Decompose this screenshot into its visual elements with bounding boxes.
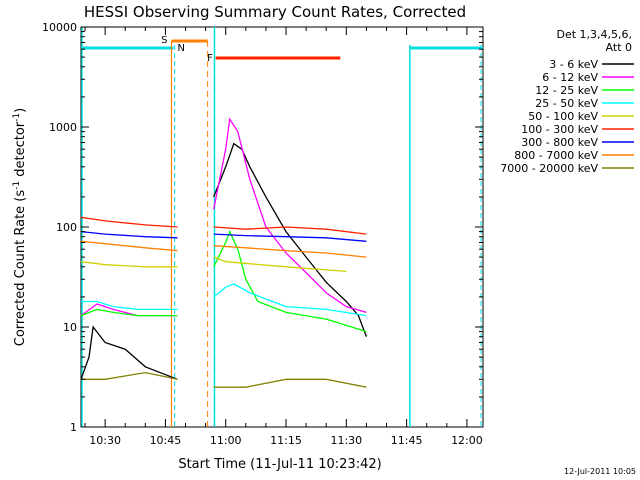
legend-header: Det 1,3,4,5,6, bbox=[556, 28, 632, 41]
y-axis-label-main: Corrected Count Rate (s bbox=[13, 190, 28, 347]
y-tick-label: 100 bbox=[56, 221, 77, 234]
series-line bbox=[213, 233, 367, 242]
saa-label: S bbox=[161, 35, 167, 46]
series-line bbox=[213, 378, 367, 388]
night-label: N bbox=[177, 43, 184, 54]
legend-label: 25 - 50 keV bbox=[535, 97, 598, 110]
legend-label: 3 - 6 keV bbox=[549, 58, 598, 71]
series-layer bbox=[80, 117, 368, 388]
instrument-bands: SN F bbox=[81, 27, 483, 427]
series-line bbox=[80, 261, 178, 268]
legend-label: 12 - 25 keV bbox=[535, 84, 598, 97]
x-tick-label: 10:45 bbox=[150, 434, 182, 447]
series-line bbox=[80, 325, 178, 380]
y-axis-label-sup2: -1 bbox=[12, 113, 22, 122]
x-axis-label: Start Time (11-Jul-11 10:23:42) bbox=[178, 457, 381, 472]
y-tick-label: 10000 bbox=[42, 21, 77, 34]
x-tick-label: 12:00 bbox=[451, 434, 483, 447]
legend-label: 800 - 7000 keV bbox=[514, 149, 598, 162]
legend-label: 7000 - 20000 keV bbox=[500, 162, 598, 175]
y-axis: 1 10 100 1000 10000 bbox=[42, 21, 483, 434]
x-tick-label: 11:30 bbox=[330, 434, 362, 447]
series-line bbox=[213, 142, 368, 337]
y-tick-label: 10 bbox=[63, 321, 77, 334]
legend-label: 50 - 100 keV bbox=[528, 110, 598, 123]
legend-label: 300 - 800 keV bbox=[521, 136, 598, 149]
x-tick-label: 11:45 bbox=[391, 434, 423, 447]
series-line bbox=[80, 216, 178, 228]
timestamp: 12-Jul-2011 10:05 bbox=[564, 467, 636, 476]
series-line bbox=[213, 256, 347, 273]
chart-title: HESSI Observing Summary Count Rates, Cor… bbox=[84, 3, 466, 21]
series-line bbox=[213, 117, 367, 314]
series-line bbox=[213, 226, 367, 235]
plot-area: SN F bbox=[80, 26, 484, 428]
y-tick-label: 1000 bbox=[49, 121, 77, 134]
y-tick-label: 1 bbox=[70, 421, 77, 434]
series-line bbox=[80, 230, 178, 239]
legend-label: 6 - 12 keV bbox=[542, 71, 598, 84]
x-tick-label: 11:15 bbox=[270, 434, 302, 447]
series-line bbox=[213, 283, 367, 317]
x-axis: 10:30 10:45 11:00 11:15 11:30 11:45 12:00 bbox=[84, 27, 483, 447]
series-line bbox=[81, 371, 178, 380]
series-line bbox=[81, 300, 178, 311]
legend-header-att: Att 0 bbox=[606, 41, 632, 54]
y-axis-label-sup1: -1 bbox=[12, 181, 22, 190]
y-axis-label-end: ) bbox=[13, 108, 28, 113]
series-line bbox=[80, 240, 178, 252]
x-tick-label: 10:30 bbox=[89, 434, 121, 447]
flare-label: F bbox=[207, 53, 213, 64]
legend-label: 100 - 300 keV bbox=[521, 123, 598, 136]
y-axis-label-mid: detector bbox=[13, 121, 28, 181]
x-tick-label: 11:00 bbox=[210, 434, 242, 447]
series-line bbox=[213, 245, 367, 258]
y-axis-label: Corrected Count Rate (s-1 detector-1) bbox=[12, 108, 28, 346]
series-line bbox=[213, 229, 367, 333]
series-line bbox=[80, 308, 178, 317]
